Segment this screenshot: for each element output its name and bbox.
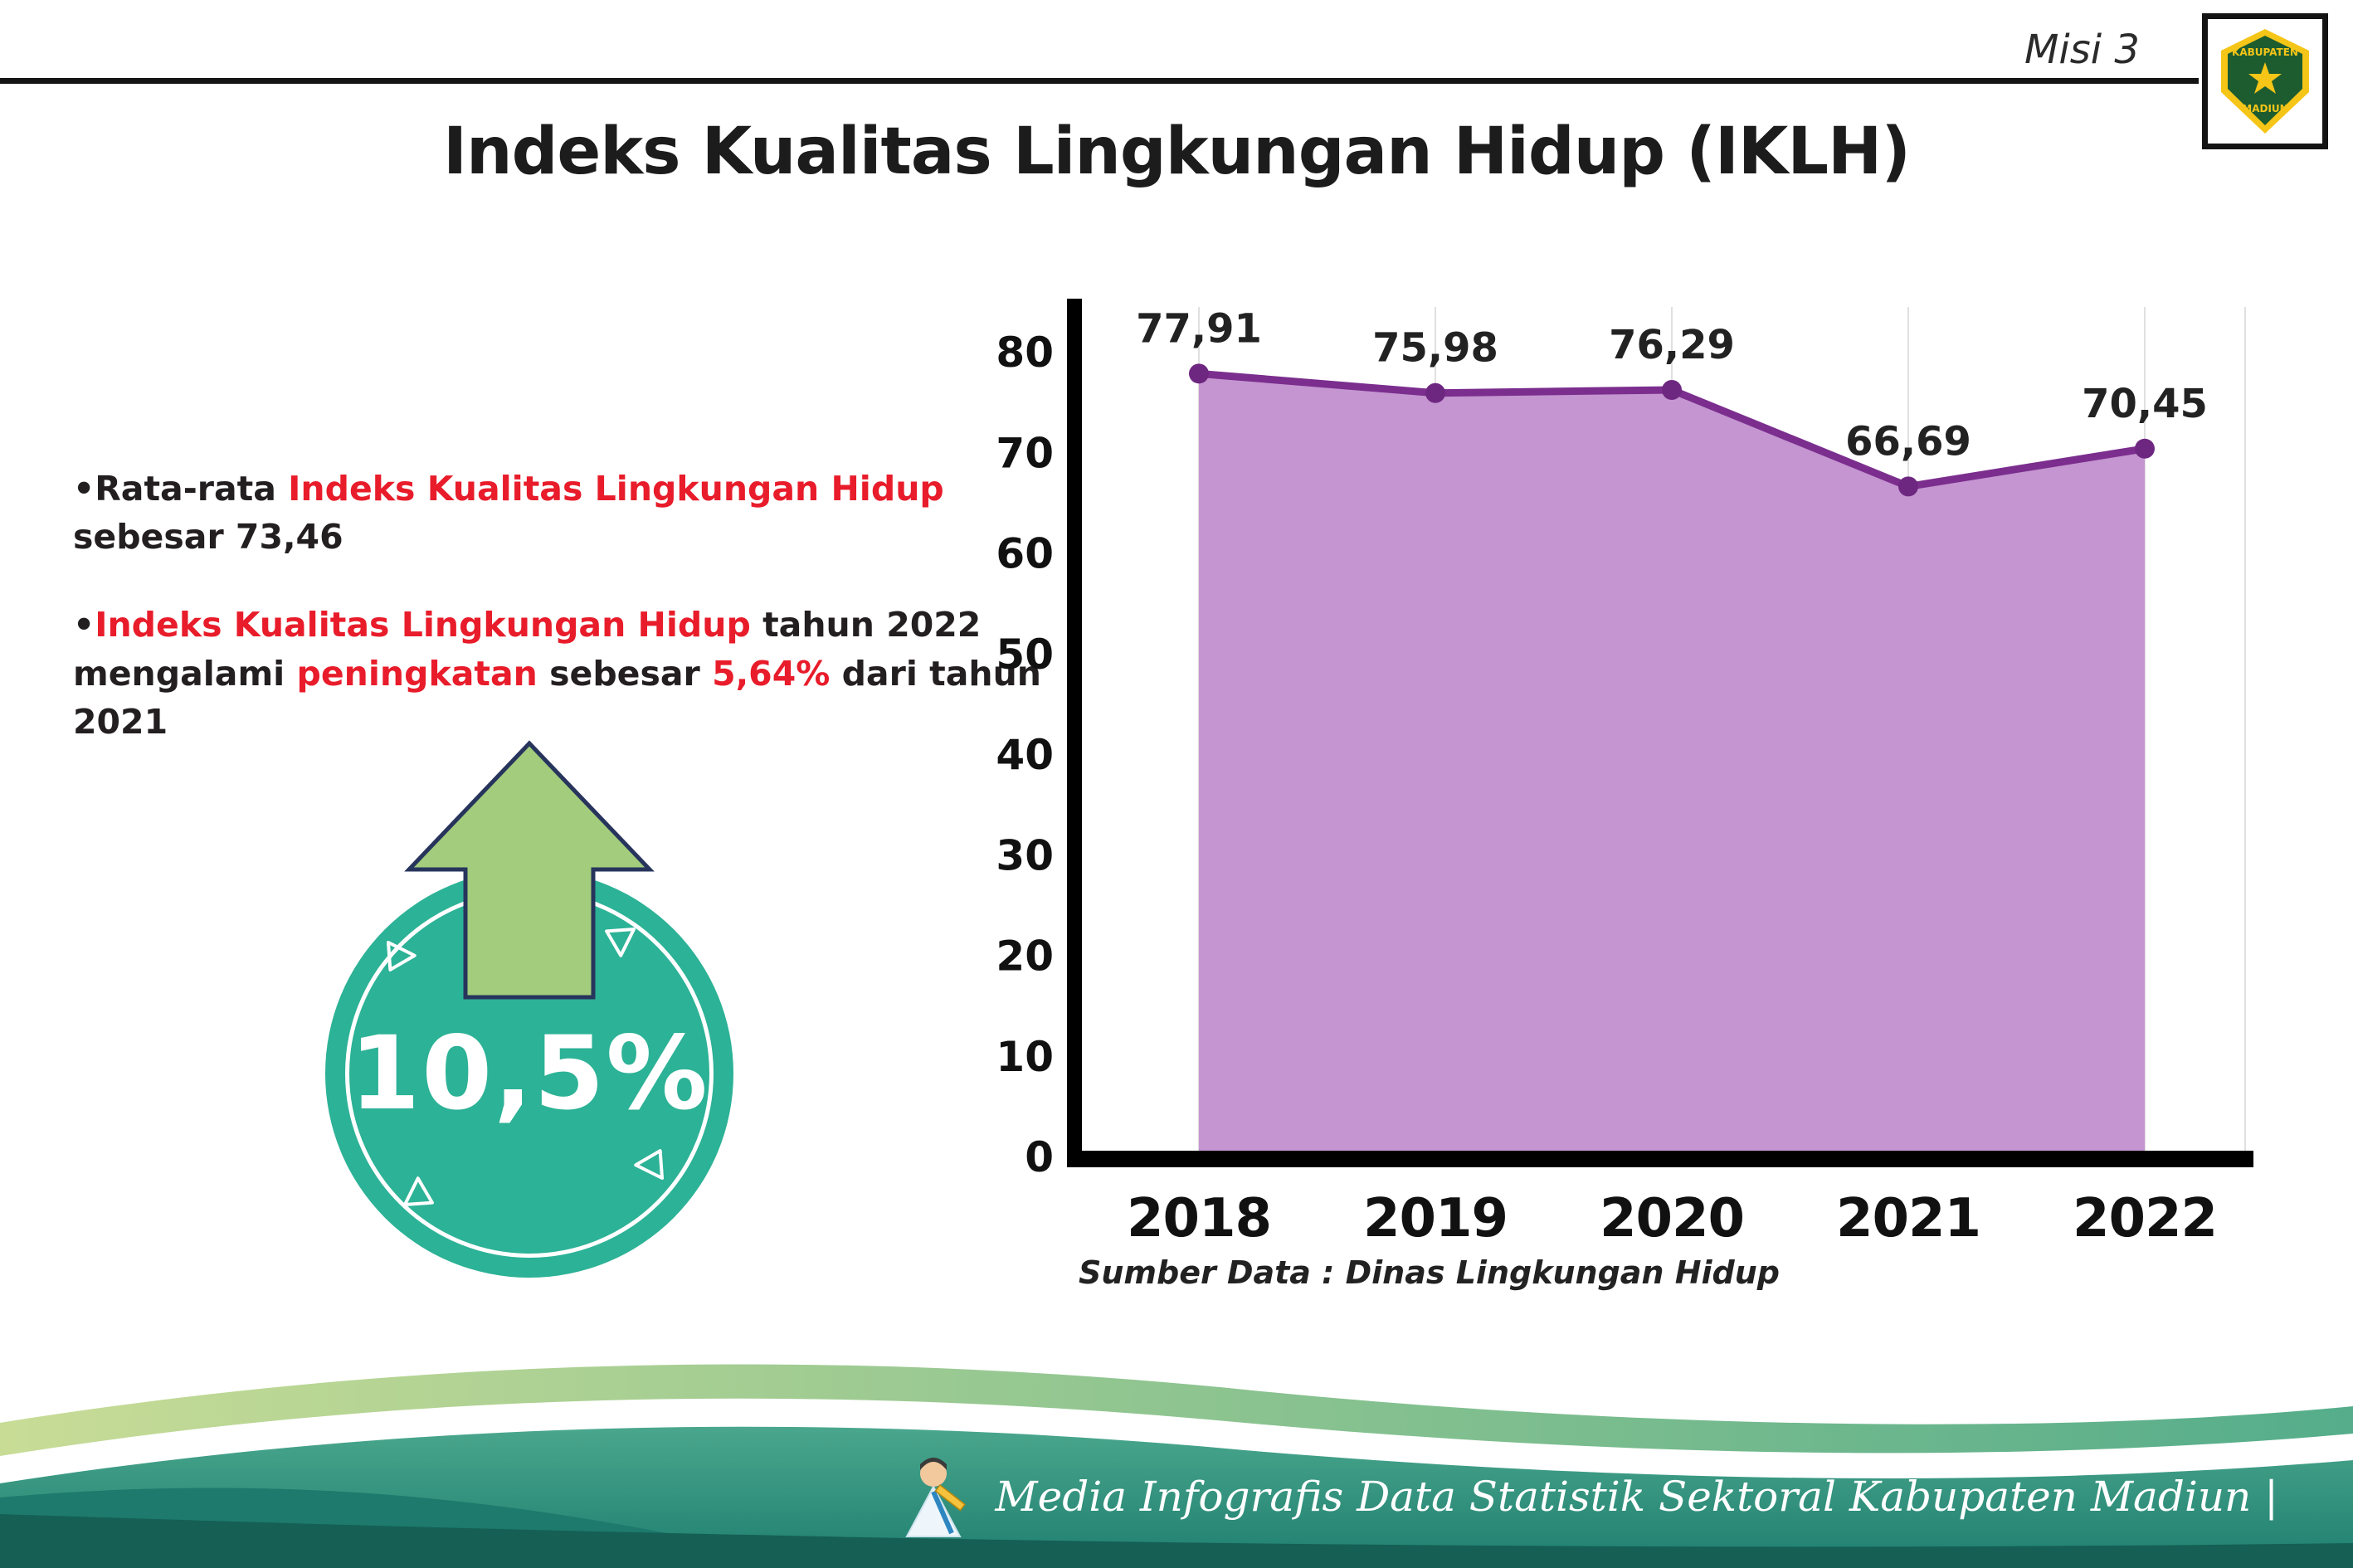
kabupaten-madiun-logo: KABUPATEN MADIUN <box>2202 13 2328 149</box>
summary-bullets: •Rata-rata Indeks Kualitas Lingkungan Hi… <box>73 465 1060 746</box>
bullet2-text-3: dari tahun 2021 <box>73 653 1041 742</box>
svg-text:30: 30 <box>996 831 1054 879</box>
svg-text:2019: 2019 <box>1363 1188 1508 1249</box>
svg-text:2018: 2018 <box>1127 1188 1271 1249</box>
svg-text:2022: 2022 <box>2073 1188 2217 1249</box>
svg-text:60: 60 <box>996 530 1054 578</box>
bullet2-highlight-2: peningkatan <box>296 653 538 694</box>
svg-text:50: 50 <box>996 631 1054 679</box>
svg-text:75,98: 75,98 <box>1372 325 1498 372</box>
svg-text:2020: 2020 <box>1600 1188 1744 1249</box>
header-divider <box>0 78 2199 84</box>
svg-text:66,69: 66,69 <box>1845 418 1971 465</box>
bullet1-text: •Rata-rata <box>73 469 289 509</box>
bullet2-text-1: tahun 2022 mengalami <box>73 605 982 694</box>
svg-text:10: 10 <box>996 1033 1054 1081</box>
svg-text:76,29: 76,29 <box>1609 322 1735 368</box>
increase-arrow-icon <box>404 740 655 1000</box>
bullet2-highlight-3: 5,64% <box>712 653 831 694</box>
footer-credit: Media Infografis Data Statistik Sektoral… <box>894 1454 2278 1540</box>
bullet-increase-2022: •Indeks Kualitas Lingkungan Hidup tahun … <box>73 601 1060 746</box>
svg-text:70: 70 <box>996 429 1054 477</box>
svg-text:0: 0 <box>1025 1133 1054 1181</box>
misi-label: Misi 3 <box>2024 27 2140 73</box>
bullet2-highlight-1: Indeks Kualitas Lingkungan Hidup <box>95 605 751 645</box>
svg-text:77,91: 77,91 <box>1136 305 1262 352</box>
svg-text:2021: 2021 <box>1836 1188 1980 1249</box>
svg-text:40: 40 <box>996 731 1054 779</box>
page-title: Indeks Kualitas Lingkungan Hidup (IKLH) <box>443 114 1911 189</box>
chart-source-note: Sumber Data : Dinas Lingkungan Hidup <box>1079 1254 1780 1291</box>
badge-percentage-value: 10,5% <box>349 1015 709 1132</box>
svg-text:70,45: 70,45 <box>2082 381 2208 427</box>
footer-credit-text: Media Infografis Data Statistik Sektoral… <box>995 1473 2278 1521</box>
bullet1-highlight: Indeks Kualitas Lingkungan Hidup <box>288 469 944 509</box>
bullet-average-iklh: •Rata-rata Indeks Kualitas Lingkungan Hi… <box>73 465 1060 561</box>
bullet1-text-end: sebesar 73,46 <box>73 517 343 558</box>
shield-logo-icon: KABUPATEN MADIUN <box>2221 29 2309 134</box>
mascot-icon <box>905 1458 967 1537</box>
logo-top-text: KABUPATEN <box>2232 46 2298 58</box>
footer-wave-decoration <box>0 1364 2353 1568</box>
svg-text:80: 80 <box>996 329 1054 377</box>
logo-bottom-text: MADIUN <box>2242 103 2287 114</box>
iklh-area-chart: 0 10 20 30 40 50 60 70 80 77,91 75,98 76,29 66,69 70,… <box>996 299 2253 1249</box>
logo-star-icon <box>2248 62 2282 94</box>
bullet2-text-2: sebesar <box>537 653 713 694</box>
bullet2-marker: • <box>73 605 95 645</box>
svg-text:20: 20 <box>996 933 1054 981</box>
